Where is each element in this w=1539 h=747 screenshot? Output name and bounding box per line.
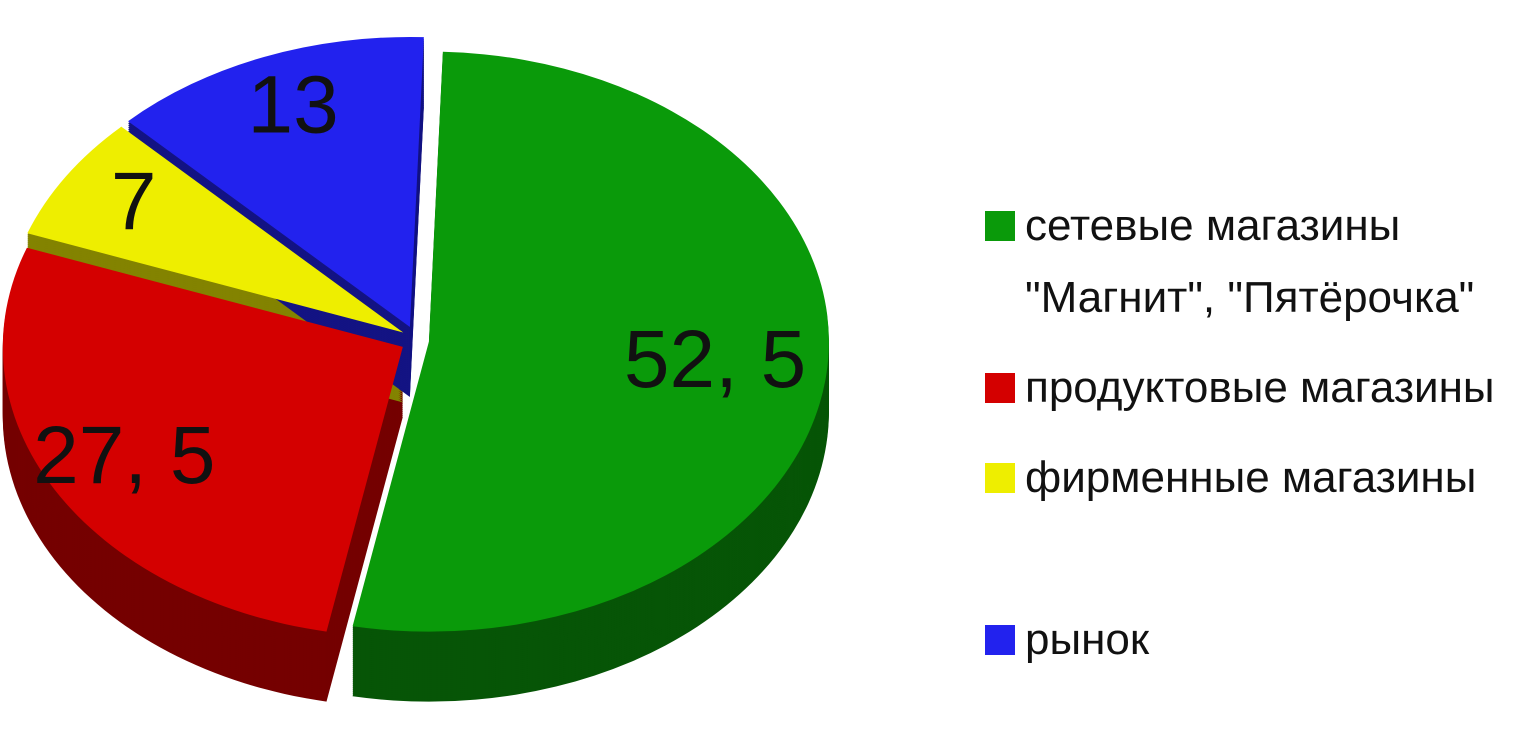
legend-entry: сетевые магазины "Магнит", "Пятёрочка" <box>985 190 1535 334</box>
legend-label: фирменные магазины <box>1025 453 1477 502</box>
pie-chart: 52, 5 27, 5 7 13 <box>2 36 829 702</box>
slice <box>2 247 403 632</box>
legend-swatch <box>985 625 1015 655</box>
legend-entry: продуктовые магазины <box>985 352 1535 424</box>
legend-entry: фирменные магазины <box>985 442 1535 514</box>
slice <box>128 36 424 327</box>
slice <box>352 51 829 632</box>
legend-entry: рынок <box>985 604 1535 676</box>
legend-swatch <box>985 463 1015 493</box>
legend-label: рынок <box>1025 615 1150 664</box>
legend: сетевые магазины "Магнит", "Пятёрочка" пр… <box>985 190 1535 694</box>
value-label: 13 <box>248 60 339 151</box>
legend-swatch <box>985 211 1015 241</box>
value-label: 27, 5 <box>33 410 215 501</box>
legend-swatch <box>985 373 1015 403</box>
legend-label: сетевые магазины "Магнит", "Пятёрочка" <box>1025 201 1475 322</box>
slice <box>27 126 404 333</box>
legend-label: продуктовые магазины <box>1025 363 1495 412</box>
value-label: 7 <box>111 156 157 247</box>
value-label: 52, 5 <box>624 314 806 405</box>
